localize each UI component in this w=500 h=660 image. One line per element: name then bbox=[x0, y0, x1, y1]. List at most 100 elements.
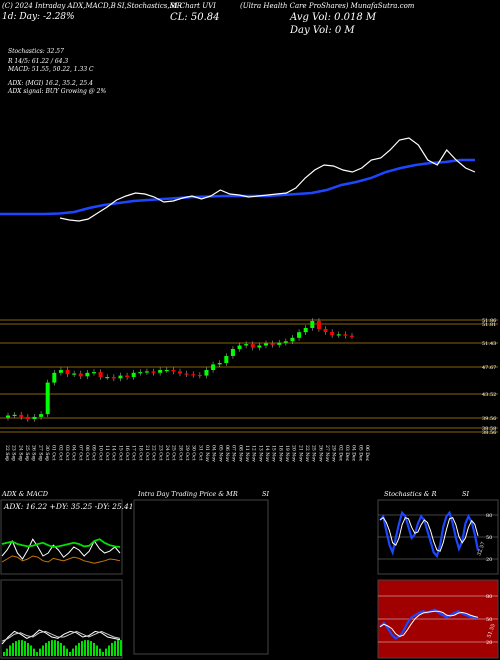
plus-dy-line bbox=[1, 538, 121, 548]
rsi-level-80: 80 bbox=[486, 594, 492, 600]
date-label: 20 Nov bbox=[291, 445, 297, 462]
candle-body bbox=[12, 414, 17, 416]
date-label: 23 Oct bbox=[157, 445, 163, 461]
candle-body bbox=[72, 373, 77, 375]
mrsi-avg-line bbox=[379, 610, 479, 637]
date-label: 04 Dec bbox=[351, 445, 357, 462]
price-line bbox=[59, 137, 476, 222]
adx-signal-readout: ADX signal: BUY Growing @ 2% bbox=[8, 88, 107, 95]
date-label: 19 Nov bbox=[284, 445, 290, 462]
date-label: 06 Dec bbox=[364, 445, 370, 462]
macd-bar bbox=[105, 648, 107, 656]
candle-body bbox=[316, 321, 321, 329]
stoch-level-20: 20 bbox=[486, 557, 492, 563]
candle-body bbox=[171, 370, 176, 372]
stoch-panel-si: SI bbox=[462, 490, 470, 498]
date-label: 21 Oct bbox=[144, 445, 150, 461]
date-label: 24 Oct bbox=[164, 445, 170, 461]
stoch-level-50: 50 bbox=[486, 535, 492, 541]
date-label: 22 Nov bbox=[304, 445, 310, 462]
macd-bar bbox=[36, 651, 38, 656]
candle-body bbox=[118, 375, 123, 379]
macd-bar bbox=[27, 642, 29, 656]
date-label: 30 Oct bbox=[191, 445, 197, 461]
macd-bar bbox=[87, 640, 89, 656]
intraday-panel-frame bbox=[133, 499, 269, 655]
date-label: 17 Oct bbox=[131, 445, 137, 461]
macd-bar bbox=[57, 641, 59, 656]
stoch-value: 32.57 bbox=[476, 541, 487, 557]
candle-body bbox=[217, 363, 222, 365]
candle-body bbox=[264, 343, 268, 346]
close-price: CL: 50.84 bbox=[170, 12, 220, 23]
macd-bar bbox=[72, 648, 74, 656]
candle-body bbox=[131, 372, 136, 377]
candle-body bbox=[92, 372, 96, 374]
candle-body bbox=[350, 335, 354, 337]
candle-body bbox=[138, 372, 143, 374]
level-label: 38.58 bbox=[482, 426, 496, 432]
candle-body bbox=[303, 328, 308, 333]
date-label: 15 Nov bbox=[271, 445, 277, 462]
date-label: 22 Sep bbox=[4, 445, 10, 461]
date-label: 28 Oct bbox=[177, 445, 183, 461]
macd-bar bbox=[78, 642, 80, 656]
candle-body bbox=[277, 342, 282, 345]
candle-body bbox=[52, 372, 57, 383]
date-label: 07 Oct bbox=[77, 445, 83, 461]
macd-bar bbox=[42, 645, 44, 656]
candle-body bbox=[211, 364, 216, 370]
macd-bar bbox=[48, 641, 50, 656]
date-axis: 22 Sep 23 Sep 24 Sep 25 Sep 26 Sep 27 Sep 30 S… bbox=[4, 445, 370, 462]
intraday-panel-si: SI bbox=[262, 490, 270, 498]
date-label: 11 Nov bbox=[244, 445, 250, 462]
date-label: 18 Nov bbox=[277, 445, 283, 462]
minus-dy-line bbox=[1, 555, 121, 564]
date-label: 15 Oct bbox=[117, 445, 123, 461]
intraday-panel-title: Intra Day Trading Price & MR bbox=[138, 490, 238, 498]
date-label: 01 Oct bbox=[51, 445, 57, 461]
candle-body bbox=[323, 328, 328, 332]
candle-body bbox=[343, 334, 348, 336]
candle-body bbox=[6, 415, 10, 418]
candle-body bbox=[297, 332, 302, 338]
level-label: 51.81 bbox=[482, 322, 496, 328]
candle-body bbox=[98, 372, 103, 377]
date-label: 02 Oct bbox=[57, 445, 63, 461]
adx-panel-readout: ADX: 16.22 +DY: 35.25 -DY: 25.41 bbox=[3, 502, 134, 511]
date-label: 05 Nov bbox=[217, 445, 223, 462]
date-label: 29 Nov bbox=[331, 445, 337, 462]
candle-body bbox=[330, 331, 335, 335]
candle-body bbox=[158, 370, 163, 373]
stoch-d-line bbox=[379, 516, 479, 552]
macd-bar bbox=[21, 640, 23, 656]
candle-body bbox=[85, 372, 90, 377]
candle-body bbox=[78, 373, 83, 377]
candle-body bbox=[197, 374, 202, 377]
day-change: 1d: Day: -2.28% bbox=[2, 12, 75, 22]
macd-bar bbox=[96, 645, 98, 656]
level-label: 43.52 bbox=[482, 392, 496, 398]
date-label: 26 Sep bbox=[31, 445, 37, 461]
macd-histogram bbox=[3, 640, 122, 656]
candles bbox=[6, 318, 354, 422]
macd-bar bbox=[15, 641, 17, 656]
candle-body bbox=[164, 370, 169, 372]
macd-bar bbox=[9, 645, 11, 656]
macd-bar bbox=[6, 648, 8, 656]
candle-body bbox=[151, 371, 156, 373]
date-label: 08 Oct bbox=[84, 445, 90, 461]
date-label: 13 Nov bbox=[257, 445, 263, 462]
macd-line bbox=[1, 629, 121, 645]
macd-bar bbox=[120, 640, 122, 656]
candle-body bbox=[244, 344, 249, 346]
macd-bar bbox=[102, 651, 104, 656]
level-label: 51.43 bbox=[482, 341, 496, 347]
candle-body bbox=[224, 356, 229, 363]
macd-bar bbox=[81, 641, 83, 656]
date-label: 07 Nov bbox=[231, 445, 237, 462]
stochastics-readout: Stochastics: 32.57 bbox=[8, 48, 64, 55]
macd-bar bbox=[93, 642, 95, 656]
